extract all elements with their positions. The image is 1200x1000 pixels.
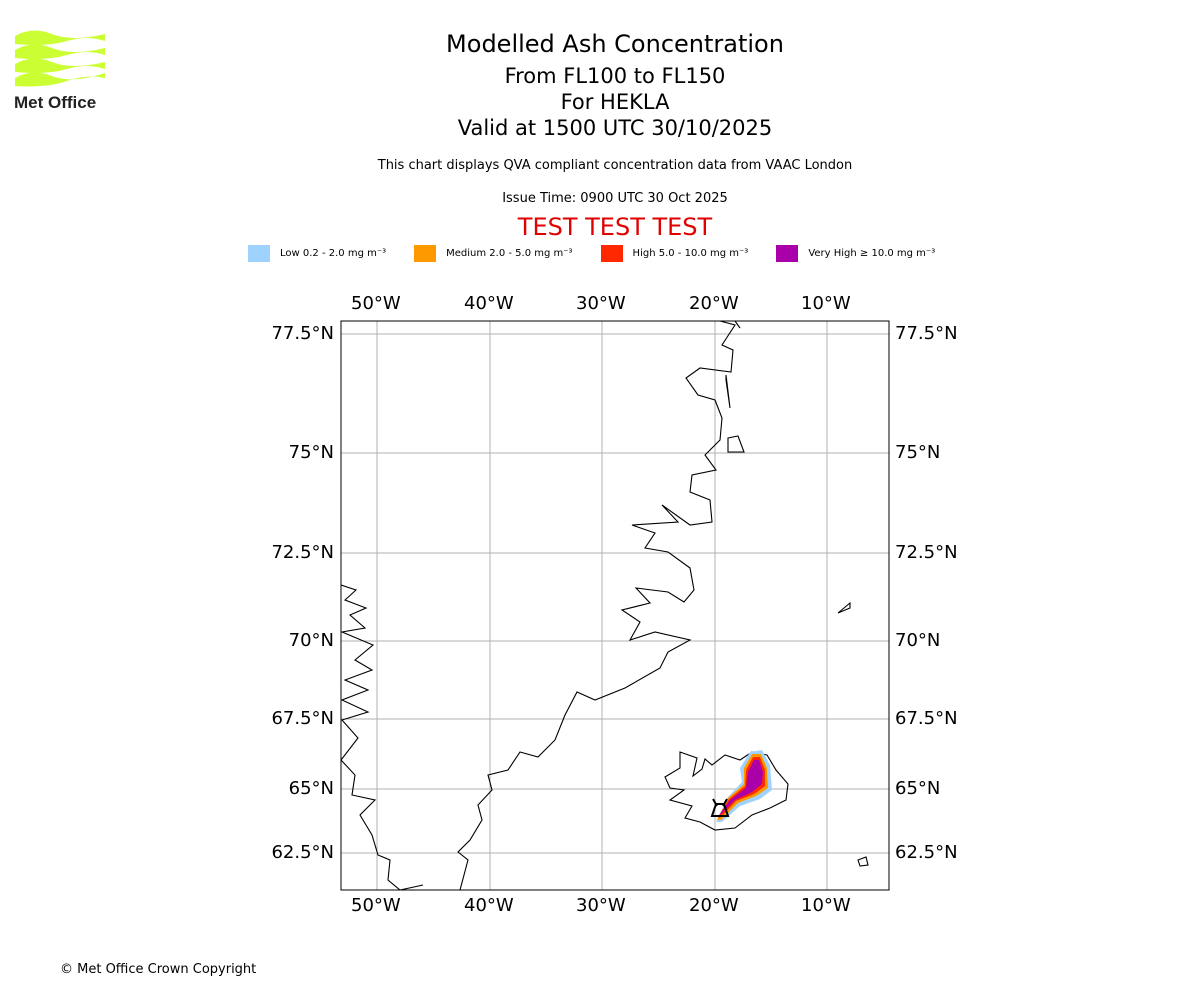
test-banner: TEST TEST TEST: [517, 213, 713, 241]
legend-label: Low 0.2 - 2.0 mg m⁻³: [280, 248, 387, 259]
description: This chart displays QVA compliant concen…: [377, 158, 853, 173]
legend-swatch: [776, 245, 799, 262]
lon-label-top: 40°W: [464, 293, 514, 314]
legend-item-very-high: Very High ≥ 10.0 mg m⁻³: [776, 245, 935, 262]
volcano-name: For HEKLA: [560, 90, 670, 114]
greenland-west-coast: [341, 584, 424, 890]
lat-label-left: 75°N: [288, 442, 334, 463]
legend-item-medium: Medium 2.0 - 5.0 mg m⁻³: [414, 245, 573, 262]
ash-very-high: [719, 760, 763, 815]
lat-label-right: 77.5°N: [895, 323, 958, 344]
lat-label-right: 65°N: [895, 778, 941, 799]
lat-label-left: 65°N: [288, 778, 334, 799]
lat-label-left: 77.5°N: [271, 323, 334, 344]
lon-label-bottom: 50°W: [351, 895, 401, 916]
svalbard-coast: [725, 321, 745, 453]
coastlines: [341, 321, 869, 890]
lon-label-top: 20°W: [689, 293, 739, 314]
lon-label-top: 30°W: [576, 293, 626, 314]
map-frame: [340, 320, 890, 891]
lon-label-bottom: 30°W: [576, 895, 626, 916]
legend-swatch: [600, 245, 623, 262]
legend-item-high: High 5.0 - 10.0 mg m⁻³: [600, 245, 749, 262]
jan-mayen-coast: [837, 601, 851, 614]
legend: Low 0.2 - 2.0 mg m⁻³ Medium 2.0 - 5.0 mg…: [248, 245, 963, 262]
flight-levels: From FL100 to FL150: [504, 64, 726, 88]
lat-label-left: 72.5°N: [271, 542, 334, 563]
gridlines: [341, 321, 889, 890]
legend-swatch: [248, 245, 270, 262]
legend-label: Very High ≥ 10.0 mg m⁻³: [808, 248, 936, 259]
lat-label-left: 67.5°N: [271, 708, 334, 729]
chart-title: Modelled Ash Concentration: [446, 30, 784, 58]
volcano-icon: [710, 798, 730, 817]
issue-time: Issue Time: 0900 UTC 30 Oct 2025: [502, 191, 728, 206]
lat-label-right: 75°N: [895, 442, 941, 463]
legend-label: Medium 2.0 - 5.0 mg m⁻³: [446, 248, 573, 259]
legend-swatch: [414, 245, 437, 262]
lat-label-right: 67.5°N: [895, 708, 958, 729]
greenland-east-coast: [457, 321, 736, 890]
lon-label-bottom: 10°W: [801, 895, 851, 916]
faroe-coast: [857, 856, 869, 867]
iceland-coast: [664, 751, 789, 831]
valid-time: Valid at 1500 UTC 30/10/2025: [457, 116, 773, 140]
met-office-logo: Met Office: [12, 28, 108, 116]
legend-label: High 5.0 - 10.0 mg m⁻³: [632, 248, 749, 259]
lat-label-right: 72.5°N: [895, 542, 958, 563]
lat-label-right: 62.5°N: [895, 842, 958, 863]
lat-label-left: 62.5°N: [271, 842, 334, 863]
ash-plume: [716, 750, 772, 822]
lon-label-top: 50°W: [351, 293, 401, 314]
lat-label-right: 70°N: [895, 630, 941, 651]
lon-label-bottom: 20°W: [689, 895, 739, 916]
legend-item-low: Low 0.2 - 2.0 mg m⁻³: [248, 245, 386, 262]
lon-label-bottom: 40°W: [464, 895, 514, 916]
lon-label-top: 10°W: [801, 293, 851, 314]
lat-label-left: 70°N: [288, 630, 334, 651]
logo-text: Met Office: [14, 93, 96, 112]
copyright: © Met Office Crown Copyright: [60, 962, 257, 977]
